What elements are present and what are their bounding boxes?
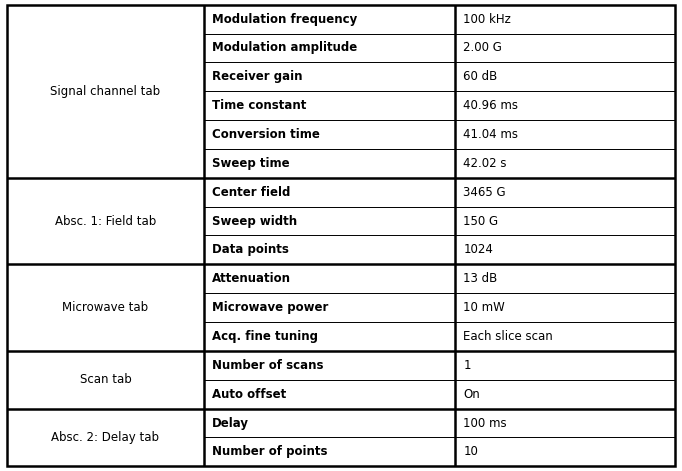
Text: Center field: Center field <box>211 186 290 199</box>
Text: Auto offset: Auto offset <box>211 388 286 401</box>
Text: 10: 10 <box>464 446 478 458</box>
Bar <box>455 207 675 236</box>
Bar <box>455 293 675 322</box>
Bar <box>204 149 455 178</box>
Text: 100 kHz: 100 kHz <box>464 13 512 25</box>
Bar <box>204 5 455 33</box>
Bar <box>455 33 675 63</box>
Text: 40.96 ms: 40.96 ms <box>464 99 518 112</box>
Text: 100 ms: 100 ms <box>464 416 507 430</box>
Text: 150 G: 150 G <box>464 215 499 227</box>
Text: Scan tab: Scan tab <box>80 373 131 386</box>
Text: Absc. 1: Field tab: Absc. 1: Field tab <box>55 215 156 227</box>
Bar <box>204 351 455 380</box>
Bar <box>7 178 204 264</box>
Text: Number of points: Number of points <box>211 446 327 458</box>
Text: 1024: 1024 <box>464 244 493 256</box>
Text: Signal channel tab: Signal channel tab <box>50 85 160 98</box>
Text: Attenuation: Attenuation <box>211 272 291 285</box>
Text: On: On <box>464 388 480 401</box>
Text: Modulation amplitude: Modulation amplitude <box>211 41 357 55</box>
Text: Receiver gain: Receiver gain <box>211 70 302 83</box>
Bar <box>455 380 675 408</box>
Bar <box>455 149 675 178</box>
Bar <box>455 63 675 91</box>
Text: 42.02 s: 42.02 s <box>464 157 507 170</box>
Bar <box>204 33 455 63</box>
Bar <box>204 408 455 438</box>
Text: Microwave tab: Microwave tab <box>62 301 149 314</box>
Text: Each slice scan: Each slice scan <box>464 330 553 343</box>
Text: Modulation frequency: Modulation frequency <box>211 13 357 25</box>
Text: 13 dB: 13 dB <box>464 272 498 285</box>
Bar <box>204 322 455 351</box>
Bar <box>7 264 204 351</box>
Bar <box>7 5 204 178</box>
Text: Sweep time: Sweep time <box>211 157 289 170</box>
Bar <box>455 5 675 33</box>
Bar <box>204 207 455 236</box>
Bar <box>204 178 455 207</box>
Text: Sweep width: Sweep width <box>211 215 297 227</box>
Bar <box>204 438 455 466</box>
Text: Acq. fine tuning: Acq. fine tuning <box>211 330 318 343</box>
Bar <box>455 438 675 466</box>
Text: Delay: Delay <box>211 416 248 430</box>
Text: 60 dB: 60 dB <box>464 70 498 83</box>
Bar <box>7 351 204 408</box>
Bar <box>204 63 455 91</box>
Bar <box>204 264 455 293</box>
Bar <box>455 178 675 207</box>
Bar <box>455 264 675 293</box>
Text: 3465 G: 3465 G <box>464 186 506 199</box>
Bar <box>455 408 675 438</box>
Bar <box>204 293 455 322</box>
Text: Conversion time: Conversion time <box>211 128 319 141</box>
Text: Data points: Data points <box>211 244 288 256</box>
Text: 1: 1 <box>464 359 471 372</box>
Text: Absc. 2: Delay tab: Absc. 2: Delay tab <box>51 431 160 444</box>
Text: 41.04 ms: 41.04 ms <box>464 128 518 141</box>
Bar <box>204 236 455 264</box>
Bar <box>7 408 204 466</box>
Bar <box>455 120 675 149</box>
Text: 2.00 G: 2.00 G <box>464 41 503 55</box>
Bar <box>204 91 455 120</box>
Text: Number of scans: Number of scans <box>211 359 323 372</box>
Bar <box>455 236 675 264</box>
Text: Time constant: Time constant <box>211 99 306 112</box>
Bar <box>455 322 675 351</box>
Text: 10 mW: 10 mW <box>464 301 505 314</box>
Text: Microwave power: Microwave power <box>211 301 328 314</box>
Bar <box>204 120 455 149</box>
Bar <box>455 351 675 380</box>
Bar <box>204 380 455 408</box>
Bar <box>455 91 675 120</box>
